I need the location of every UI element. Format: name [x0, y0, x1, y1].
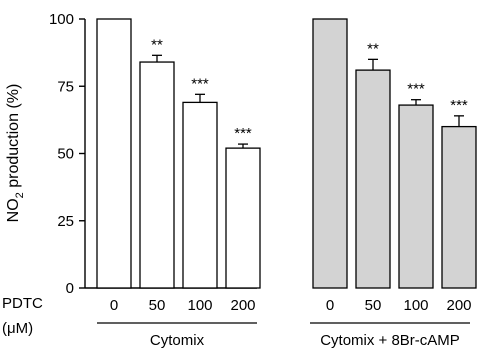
y-axis-label: NO2 production (%): [5, 84, 26, 223]
bar: [398, 104, 434, 289]
group-label: Cytomix + 8Br-cAMP: [320, 332, 460, 349]
bar: [96, 18, 132, 289]
x-tick-label: 50: [149, 297, 166, 314]
x-tick-label: 0: [110, 297, 118, 314]
bars: ****************: [96, 18, 477, 289]
significance-label: ***: [191, 75, 209, 92]
bar: [182, 101, 218, 289]
x-tick-label: 100: [403, 297, 428, 314]
bar: [139, 61, 175, 289]
bar: [355, 69, 391, 289]
group-labels: Cytomix Cytomix + 8Br-cAMP: [97, 322, 470, 349]
significance-label: ***: [407, 81, 425, 98]
bar: [225, 147, 261, 289]
x-tick-label: 50: [365, 297, 382, 314]
x-tick-label: 200: [230, 297, 255, 314]
bar: [441, 125, 477, 289]
significance-label: ***: [234, 125, 252, 142]
y-tick-label: 50: [57, 146, 74, 163]
significance-label: **: [151, 36, 163, 53]
significance-label: ***: [450, 97, 468, 114]
group-label: Cytomix: [150, 332, 205, 349]
x-axis-label: PDTC: [2, 295, 43, 312]
x-category-labels: 0 50 100 200 0 50 100 200: [110, 297, 472, 314]
y-ticks: 0 25 50 75 100: [49, 11, 85, 297]
x-tick-label: 0: [326, 297, 334, 314]
significance-label: **: [367, 40, 379, 57]
x-tick-label: 100: [187, 297, 212, 314]
x-axis-unit: (μM): [2, 320, 33, 337]
y-tick-label: 75: [57, 78, 74, 95]
y-tick-label: 0: [66, 280, 74, 297]
y-tick-label: 25: [57, 213, 74, 230]
x-tick-label: 200: [446, 297, 471, 314]
y-tick-label: 100: [49, 11, 74, 28]
bar: [312, 18, 348, 289]
